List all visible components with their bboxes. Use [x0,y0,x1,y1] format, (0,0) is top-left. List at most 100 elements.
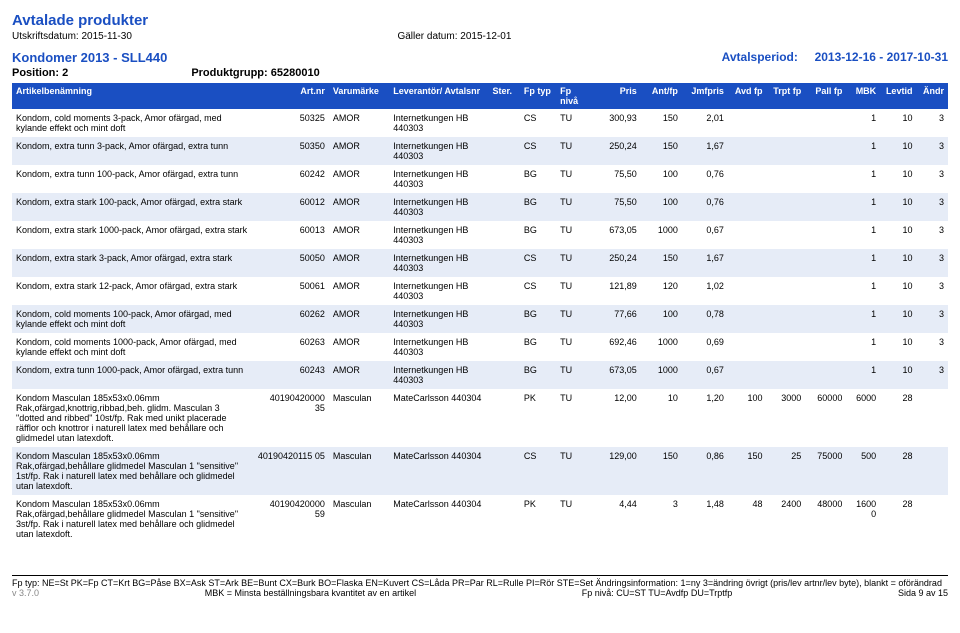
cell-fpniva: TU [556,137,595,165]
footer: Fp typ: NE=St PK=Fp CT=Krt BG=Påse BX=As… [12,575,948,598]
cell-levtid: 10 [880,137,916,165]
cell-levtid: 10 [880,361,916,389]
cell-mbk: 1 [846,333,880,361]
cell-andr: 3 [916,249,948,277]
cell-andr: 3 [916,137,948,165]
cell-varum: AMOR [329,193,389,221]
cell-avdfp [728,361,767,389]
cell-fptyp: PK [520,495,556,543]
cell-levtid: 28 [880,495,916,543]
cell-artnr: 60013 [254,221,329,249]
cell-ster [488,165,519,193]
cell-pris: 673,05 [595,361,641,389]
cell-jmfpris: 1,67 [682,249,728,277]
cell-desc: Kondom, extra stark 3-pack, Amor ofärgad… [12,249,254,277]
cell-antfp: 150 [641,249,682,277]
cell-antfp: 120 [641,277,682,305]
cell-levtid: 28 [880,447,916,495]
th-jmfpris: Jmfpris [682,83,728,109]
cell-mbk: 1 [846,277,880,305]
cell-artnr: 50050 [254,249,329,277]
cell-levtid: 10 [880,249,916,277]
cell-andr: 3 [916,193,948,221]
cell-pallfp [805,305,846,333]
page-title: Avtalade produkter [12,12,948,29]
position-label: Position: [12,67,59,79]
cell-avdfp: 150 [728,447,767,495]
cell-pris: 121,89 [595,277,641,305]
cell-ster [488,333,519,361]
cell-lev: Internetkungen HB 440303 [389,277,488,305]
cell-fpniva: TU [556,221,595,249]
cell-mbk: 500 [846,447,880,495]
cell-fptyp: BG [520,165,556,193]
cell-lev: Internetkungen HB 440303 [389,333,488,361]
cell-andr: 3 [916,305,948,333]
cell-pallfp [805,361,846,389]
cell-jmfpris: 0,67 [682,361,728,389]
cell-artnr: 60263 [254,333,329,361]
cell-levtid: 10 [880,333,916,361]
cell-avdfp [728,277,767,305]
cell-pallfp [805,137,846,165]
sub-header: Position: 2 Produktgrupp: 65280010 [12,67,948,79]
footer-version: v 3.7.0 [12,588,39,598]
period-value: 2013-12-16 - 2017-10-31 [815,50,948,64]
cell-andr [916,495,948,543]
table-row: Kondom, extra tunn 1000-pack, Amor ofärg… [12,361,948,389]
cell-lev: MateCarlsson 440304 [389,447,488,495]
cell-lev: Internetkungen HB 440303 [389,193,488,221]
cell-artnr: 60012 [254,193,329,221]
cell-ster [488,495,519,543]
cell-pris: 692,46 [595,333,641,361]
th-lev: Leverantör/ Avtalsnr [389,83,488,109]
table-row: Kondom, cold moments 100-pack, Amor ofär… [12,305,948,333]
cell-pallfp [805,221,846,249]
cell-avdfp [728,333,767,361]
table-row: Kondom, extra stark 3-pack, Amor ofärgad… [12,249,948,277]
cell-fpniva: TU [556,389,595,447]
cell-desc: Kondom, extra stark 1000-pack, Amor ofär… [12,221,254,249]
cell-trptfp: 3000 [767,389,806,447]
th-fpniva: Fp nivå [556,83,595,109]
cell-desc: Kondom, extra stark 100-pack, Amor ofärg… [12,193,254,221]
cell-pallfp: 48000 [805,495,846,543]
cell-varum: Masculan [329,447,389,495]
cell-desc: Kondom Masculan 185x53x0.06mm Rak,ofärga… [12,447,254,495]
cell-trptfp [767,361,806,389]
cell-lev: Internetkungen HB 440303 [389,305,488,333]
cell-desc: Kondom, cold moments 1000-pack, Amor ofä… [12,333,254,361]
cell-lev: Internetkungen HB 440303 [389,109,488,137]
cell-jmfpris: 0,86 [682,447,728,495]
cell-jmfpris: 1,67 [682,137,728,165]
cell-lev: Internetkungen HB 440303 [389,165,488,193]
cell-mbk: 1 [846,165,880,193]
cell-pallfp [805,165,846,193]
cell-ster [488,447,519,495]
cell-lev: Internetkungen HB 440303 [389,361,488,389]
cell-pris: 250,24 [595,249,641,277]
cell-artnr: 50061 [254,277,329,305]
footer-mbk: MBK = Minsta beställningsbara kvantitet … [205,588,416,598]
cell-levtid: 10 [880,193,916,221]
footer-legend: Fp typ: NE=St PK=Fp CT=Krt BG=Påse BX=As… [12,578,948,588]
cell-jmfpris: 1,48 [682,495,728,543]
cell-desc: Kondom, extra tunn 3-pack, Amor ofärgad,… [12,137,254,165]
cell-antfp: 3 [641,495,682,543]
cell-pallfp: 75000 [805,447,846,495]
cell-andr: 3 [916,165,948,193]
cell-andr: 3 [916,109,948,137]
table-row: Kondom Masculan 185x53x0.06mm Rak,ofärga… [12,495,948,543]
cell-fptyp: CS [520,277,556,305]
th-artnr: Art.nr [254,83,329,109]
cell-desc: Kondom, extra stark 12-pack, Amor ofärga… [12,277,254,305]
th-artikel: Artikelbenämning [12,83,254,109]
cell-trptfp [767,193,806,221]
period-label: Avtalsperiod: [722,50,798,64]
cell-mbk: 1 [846,137,880,165]
cell-artnr: 60243 [254,361,329,389]
cell-antfp: 150 [641,447,682,495]
th-fptyp: Fp typ [520,83,556,109]
cell-levtid: 10 [880,109,916,137]
cell-desc: Kondom, cold moments 3-pack, Amor ofärga… [12,109,254,137]
